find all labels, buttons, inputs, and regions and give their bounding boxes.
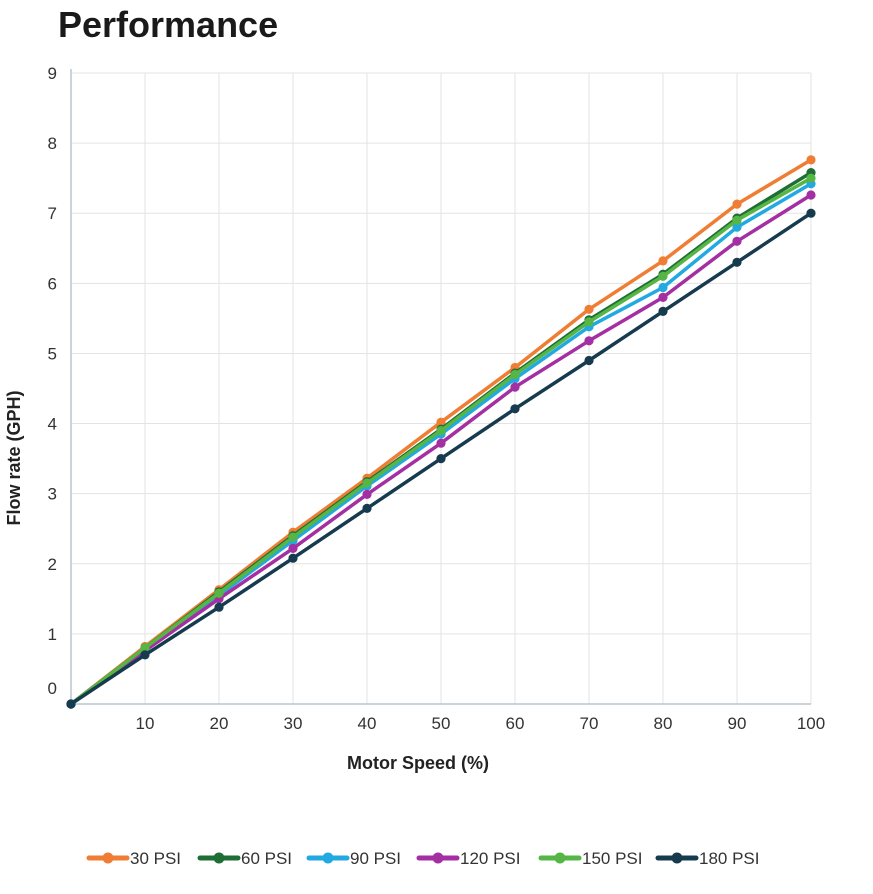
axes: 0 1 2 3 4 5 6 7 8 9 10 20 30 40 50 60 70 80 90 100 bbox=[48, 64, 826, 733]
legend-item: 180 PSI bbox=[655, 849, 760, 868]
y-axis-label: Flow rate (GPH) bbox=[4, 390, 24, 525]
legend-swatch-marker bbox=[322, 852, 334, 864]
data-point bbox=[732, 257, 742, 267]
data-point bbox=[732, 199, 742, 209]
legend-item: 120 PSI bbox=[416, 849, 521, 868]
y-tick-label-6: 6 bbox=[48, 274, 57, 293]
x-tick-label-70: 70 bbox=[580, 714, 599, 733]
legend-label: 120 PSI bbox=[460, 849, 521, 868]
x-tick-label-40: 40 bbox=[358, 714, 377, 733]
y-tick-label-2: 2 bbox=[48, 555, 57, 574]
data-point bbox=[362, 478, 372, 488]
data-point bbox=[140, 650, 150, 660]
y-tick-label-8: 8 bbox=[48, 134, 57, 153]
x-tick-label-30: 30 bbox=[284, 714, 303, 733]
data-point bbox=[362, 503, 372, 513]
x-tick-label-60: 60 bbox=[506, 714, 525, 733]
data-point bbox=[288, 532, 298, 542]
data-point bbox=[214, 602, 224, 612]
grid bbox=[71, 72, 812, 704]
data-point bbox=[732, 215, 742, 225]
legend-label: 150 PSI bbox=[582, 849, 643, 868]
y-tick-label-0: 0 bbox=[48, 679, 57, 698]
data-point bbox=[510, 382, 520, 392]
legend-item: 90 PSI bbox=[306, 849, 401, 868]
legend-item: 60 PSI bbox=[197, 849, 292, 868]
y-tick-label-9: 9 bbox=[48, 64, 57, 83]
x-tick-label-100: 100 bbox=[797, 714, 825, 733]
data-point bbox=[806, 155, 816, 165]
data-point bbox=[658, 271, 668, 281]
data-point bbox=[436, 426, 446, 436]
x-tick-label-80: 80 bbox=[654, 714, 673, 733]
legend: 30 PSI 60 PSI 90 PSI 120 PSI 150 PSI 180 PSI bbox=[86, 849, 760, 868]
legend-label: 30 PSI bbox=[130, 849, 181, 868]
legend-item: 30 PSI bbox=[86, 849, 181, 868]
data-point bbox=[584, 304, 594, 314]
data-point bbox=[806, 208, 816, 218]
data-point bbox=[658, 306, 668, 316]
data-point bbox=[436, 417, 446, 427]
legend-item: 150 PSI bbox=[538, 849, 643, 868]
legend-swatch-marker bbox=[213, 852, 225, 864]
chart-title: Performance bbox=[58, 4, 278, 45]
y-tick-label-5: 5 bbox=[48, 344, 57, 363]
series-lines bbox=[66, 155, 816, 709]
legend-swatch-marker bbox=[554, 852, 566, 864]
data-point bbox=[584, 317, 594, 327]
y-tick-label-7: 7 bbox=[48, 204, 57, 223]
y-tick-label-3: 3 bbox=[48, 485, 57, 504]
x-axis-label: Motor Speed (%) bbox=[347, 753, 489, 773]
data-point bbox=[732, 236, 742, 246]
data-point bbox=[732, 222, 742, 232]
y-tick-label-4: 4 bbox=[48, 415, 57, 434]
data-point bbox=[214, 588, 224, 598]
y-tick-label-1: 1 bbox=[48, 625, 57, 644]
x-tick-label-20: 20 bbox=[210, 714, 229, 733]
data-point bbox=[658, 256, 668, 266]
data-point bbox=[362, 489, 372, 499]
data-point bbox=[436, 454, 446, 464]
data-point bbox=[584, 355, 594, 366]
data-point bbox=[806, 190, 816, 200]
data-point bbox=[288, 543, 298, 554]
data-point bbox=[658, 292, 668, 302]
data-point bbox=[584, 336, 594, 346]
x-tick-label-50: 50 bbox=[432, 714, 451, 733]
data-point bbox=[66, 699, 76, 709]
data-point bbox=[288, 553, 298, 563]
data-point bbox=[510, 404, 520, 414]
data-point bbox=[510, 369, 520, 380]
x-tick-label-10: 10 bbox=[136, 714, 155, 733]
data-point bbox=[140, 643, 150, 653]
legend-swatch-marker bbox=[671, 852, 683, 864]
data-point bbox=[658, 282, 668, 293]
data-point bbox=[436, 438, 446, 448]
data-point bbox=[806, 173, 816, 183]
series-180-psi bbox=[66, 208, 816, 709]
legend-label: 90 PSI bbox=[350, 849, 401, 868]
legend-label: 180 PSI bbox=[699, 849, 760, 868]
x-tick-label-90: 90 bbox=[728, 714, 747, 733]
legend-swatch-marker bbox=[432, 852, 444, 864]
legend-label: 60 PSI bbox=[241, 849, 292, 868]
legend-swatch-marker bbox=[102, 852, 114, 864]
